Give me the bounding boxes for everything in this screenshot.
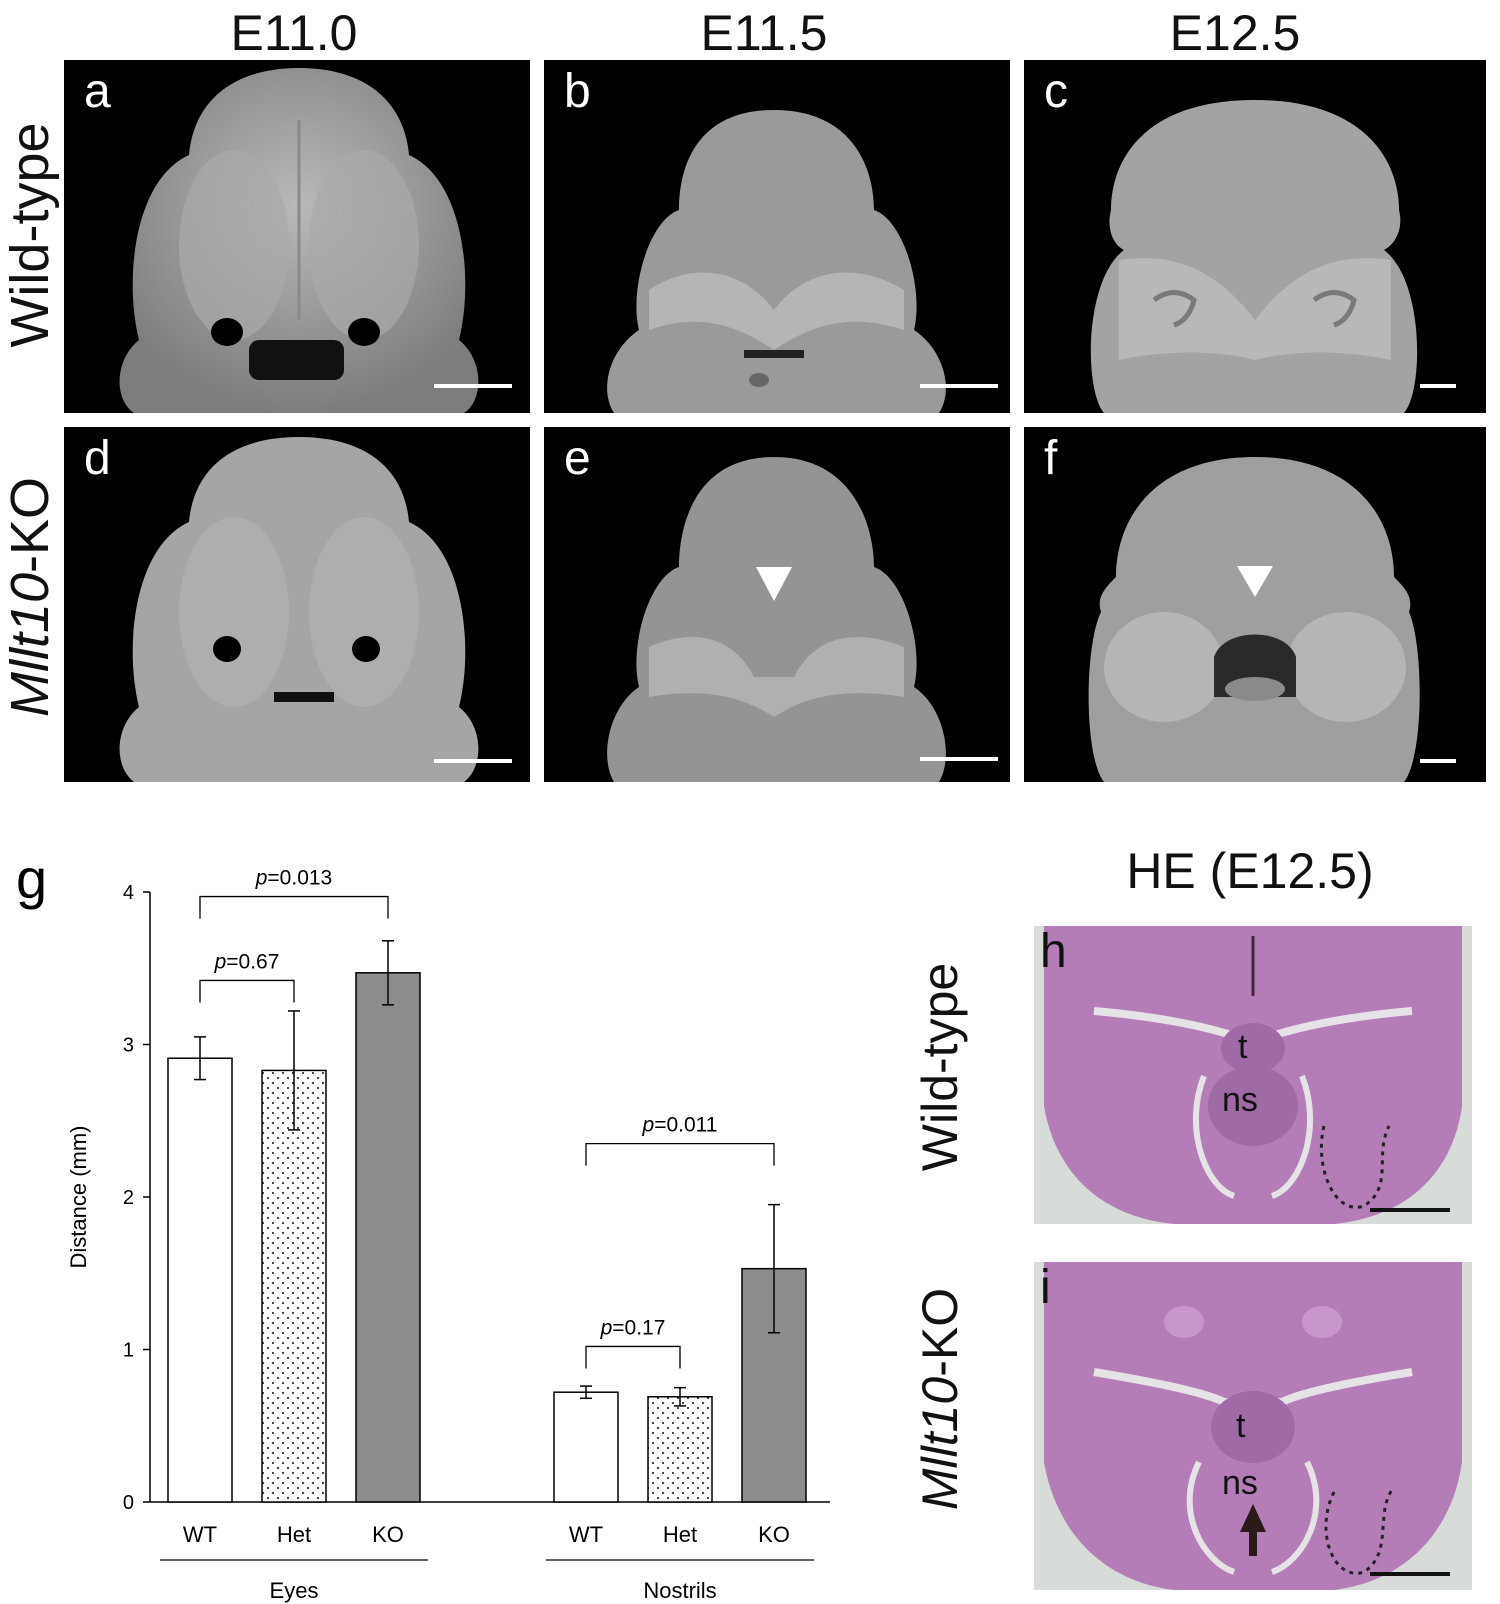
column-title-e11-5: E11.5 bbox=[700, 5, 828, 61]
panel-label-e: e bbox=[564, 432, 591, 485]
he-row-label-ko: Mllt10-KO bbox=[912, 1239, 968, 1559]
panel-label-g: g bbox=[16, 847, 47, 910]
x-tick-label: Het bbox=[277, 1522, 311, 1547]
x-tick-label: KO bbox=[758, 1522, 790, 1547]
scale-bar-f bbox=[1420, 759, 1456, 763]
row-label-wild-type: Wild-type bbox=[0, 55, 60, 415]
he-row-label-wild-type-text: Wild-type bbox=[912, 962, 968, 1172]
y-tick-label: 1 bbox=[123, 1340, 134, 1362]
bar-chart-g: g 0 1 2 3 4 Distance (mm) WT Het KO Eyes p=0.67 p=0… bbox=[16, 847, 830, 1603]
he-image-h: t ns bbox=[1044, 926, 1462, 1224]
panel-label-f: f bbox=[1044, 432, 1058, 485]
y-tick-label: 0 bbox=[123, 1492, 134, 1514]
column-title-e12-5: E12.5 bbox=[1169, 5, 1301, 61]
he-title: HE (E12.5) bbox=[1126, 843, 1374, 899]
column-title-e11-0: E11.0 bbox=[230, 5, 358, 61]
he-scale-bar-h bbox=[1370, 1208, 1450, 1212]
he-row-label-gene-name: Mllt10 bbox=[912, 1376, 968, 1511]
bar-eyes-het bbox=[261, 1069, 327, 1503]
panel-label-i: i bbox=[1040, 1262, 1051, 1314]
bar-nostrils-het bbox=[647, 1396, 713, 1503]
he-image-i: t ns bbox=[1044, 1262, 1462, 1590]
bar-eyes-ko bbox=[355, 972, 421, 1503]
row-label-ko-suffix: -KO bbox=[0, 476, 60, 573]
row-label-gene-name: Mllt10 bbox=[0, 572, 60, 718]
scale-bar-c bbox=[1420, 384, 1456, 388]
p-value-label: p=0.013 bbox=[255, 867, 333, 890]
x-tick-label: Het bbox=[663, 1522, 697, 1547]
significance-bracket bbox=[199, 895, 389, 919]
embryo-image-d bbox=[119, 437, 479, 782]
significance-bracket bbox=[585, 1142, 775, 1166]
row-label-wild-type-text: Wild-type bbox=[0, 122, 60, 348]
scale-bar-a bbox=[434, 384, 512, 388]
scale-bar-b bbox=[920, 384, 998, 388]
panel-label-a: a bbox=[84, 65, 111, 118]
y-tick-label: 4 bbox=[123, 882, 134, 904]
group-label-nostrils: Nostrils bbox=[643, 1578, 716, 1603]
embryo-image-e bbox=[607, 457, 946, 782]
embryo-image-c bbox=[1090, 100, 1418, 413]
panel-e-ko-e11-5: e bbox=[544, 427, 1010, 782]
panel-b-wildtype-e11-5: b bbox=[544, 60, 1010, 413]
he-label-ns: ns bbox=[1222, 1081, 1258, 1119]
he-label-ns-i: ns bbox=[1222, 1464, 1258, 1502]
he-scale-bar-i bbox=[1370, 1572, 1450, 1576]
x-tick-label: WT bbox=[183, 1522, 217, 1547]
bar-eyes-wt bbox=[167, 1057, 233, 1503]
scale-bar-e bbox=[920, 757, 998, 761]
scale-bar-d bbox=[434, 759, 512, 763]
x-tick-label: WT bbox=[569, 1522, 603, 1547]
bar-nostrils-wt bbox=[553, 1391, 619, 1503]
he-label-t: t bbox=[1238, 1028, 1248, 1066]
arrow-up-i bbox=[1240, 1504, 1266, 1532]
panel-f-ko-e12-5: f bbox=[1024, 427, 1486, 782]
arrowhead-f bbox=[1237, 566, 1273, 597]
panel-label-c: c bbox=[1044, 65, 1068, 118]
arrowhead-e bbox=[756, 567, 792, 601]
embryo-image-b bbox=[607, 110, 946, 413]
panel-label-b: b bbox=[564, 65, 591, 118]
he-row-label-ko-suffix: -KO bbox=[912, 1287, 968, 1377]
panel-label-h: h bbox=[1040, 926, 1067, 978]
y-axis-label: Distance (mm) bbox=[66, 1125, 91, 1268]
significance-bracket bbox=[199, 979, 295, 1003]
y-tick-label: 2 bbox=[123, 1187, 134, 1209]
p-value-label: p=0.17 bbox=[600, 1316, 666, 1339]
he-row-label-wild-type: Wild-type bbox=[912, 907, 968, 1227]
group-label-eyes: Eyes bbox=[270, 1578, 319, 1603]
x-tick-label: KO bbox=[372, 1522, 404, 1547]
row-label-mllt10-ko: Mllt10-KO bbox=[0, 417, 60, 777]
panel-c-wildtype-e12-5: c bbox=[1024, 60, 1486, 413]
he-label-t-i: t bbox=[1236, 1407, 1246, 1445]
y-tick-label: 3 bbox=[123, 1035, 134, 1057]
panel-h-he-wildtype: t ns h bbox=[1034, 926, 1472, 1224]
p-value-label: p=0.67 bbox=[214, 950, 280, 973]
panel-d-ko-e11-0: d bbox=[64, 427, 530, 782]
panel-i-he-ko: t ns i bbox=[1034, 1262, 1472, 1590]
p-value-label: p=0.011 bbox=[642, 1114, 718, 1137]
embryo-image-a bbox=[119, 68, 479, 413]
embryo-image-f bbox=[1088, 457, 1420, 782]
panel-a-wildtype-e11-0: a bbox=[64, 60, 530, 413]
panel-label-d: d bbox=[84, 432, 111, 485]
significance-bracket bbox=[585, 1345, 681, 1369]
